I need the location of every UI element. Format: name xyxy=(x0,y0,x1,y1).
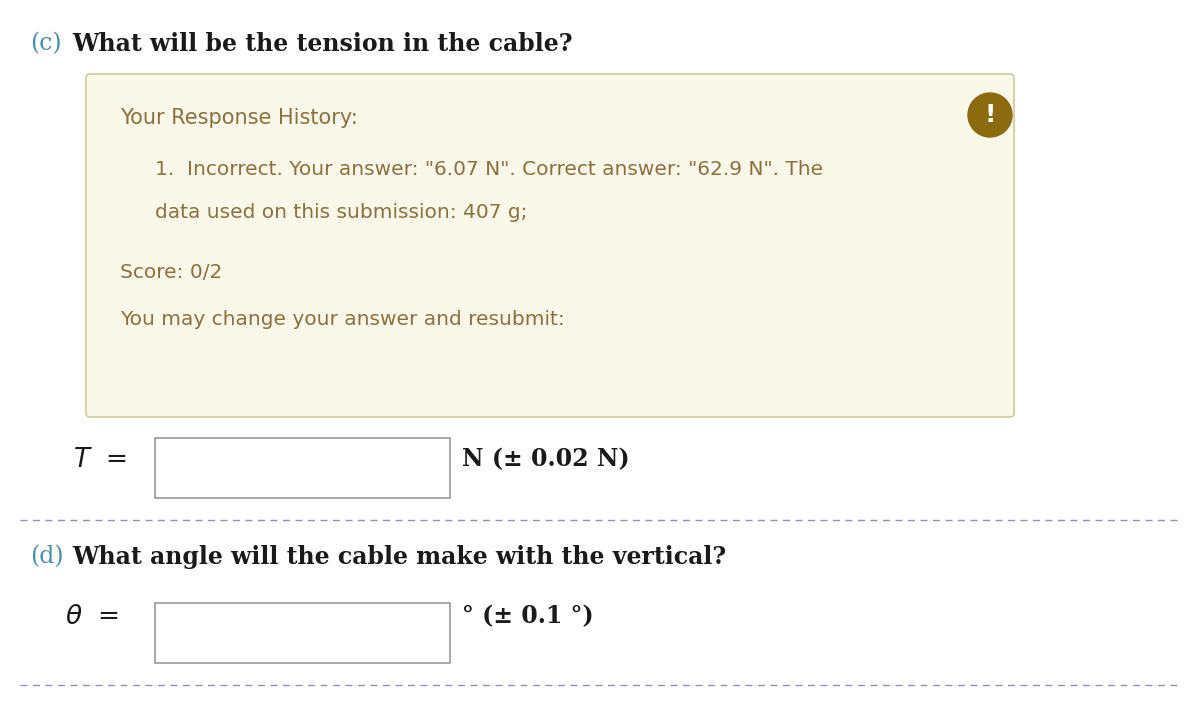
Text: (c): (c) xyxy=(30,32,61,55)
Text: What will be the tension in the cable?: What will be the tension in the cable? xyxy=(72,32,572,56)
FancyBboxPatch shape xyxy=(155,603,450,663)
Text: $T$  =: $T$ = xyxy=(73,447,127,472)
Text: ° (± 0.1 °): ° (± 0.1 °) xyxy=(462,604,594,628)
Circle shape xyxy=(968,93,1012,137)
Text: You may change your answer and resubmit:: You may change your answer and resubmit: xyxy=(120,310,565,329)
Text: !: ! xyxy=(984,103,996,127)
FancyBboxPatch shape xyxy=(155,438,450,498)
Text: data used on this submission: 407 g;: data used on this submission: 407 g; xyxy=(155,203,528,222)
Text: 1.  Incorrect. Your answer: "6.07 N". Correct answer: "62.9 N". The: 1. Incorrect. Your answer: "6.07 N". Cor… xyxy=(155,160,823,179)
Text: (d): (d) xyxy=(30,545,64,568)
FancyBboxPatch shape xyxy=(86,74,1014,417)
Text: What angle will the cable make with the vertical?: What angle will the cable make with the … xyxy=(72,545,726,569)
Text: Score: 0/2: Score: 0/2 xyxy=(120,263,222,282)
Text: $\theta$  =: $\theta$ = xyxy=(65,604,119,629)
Text: N (± 0.02 N): N (± 0.02 N) xyxy=(462,447,630,471)
Text: Your Response History:: Your Response History: xyxy=(120,108,358,128)
